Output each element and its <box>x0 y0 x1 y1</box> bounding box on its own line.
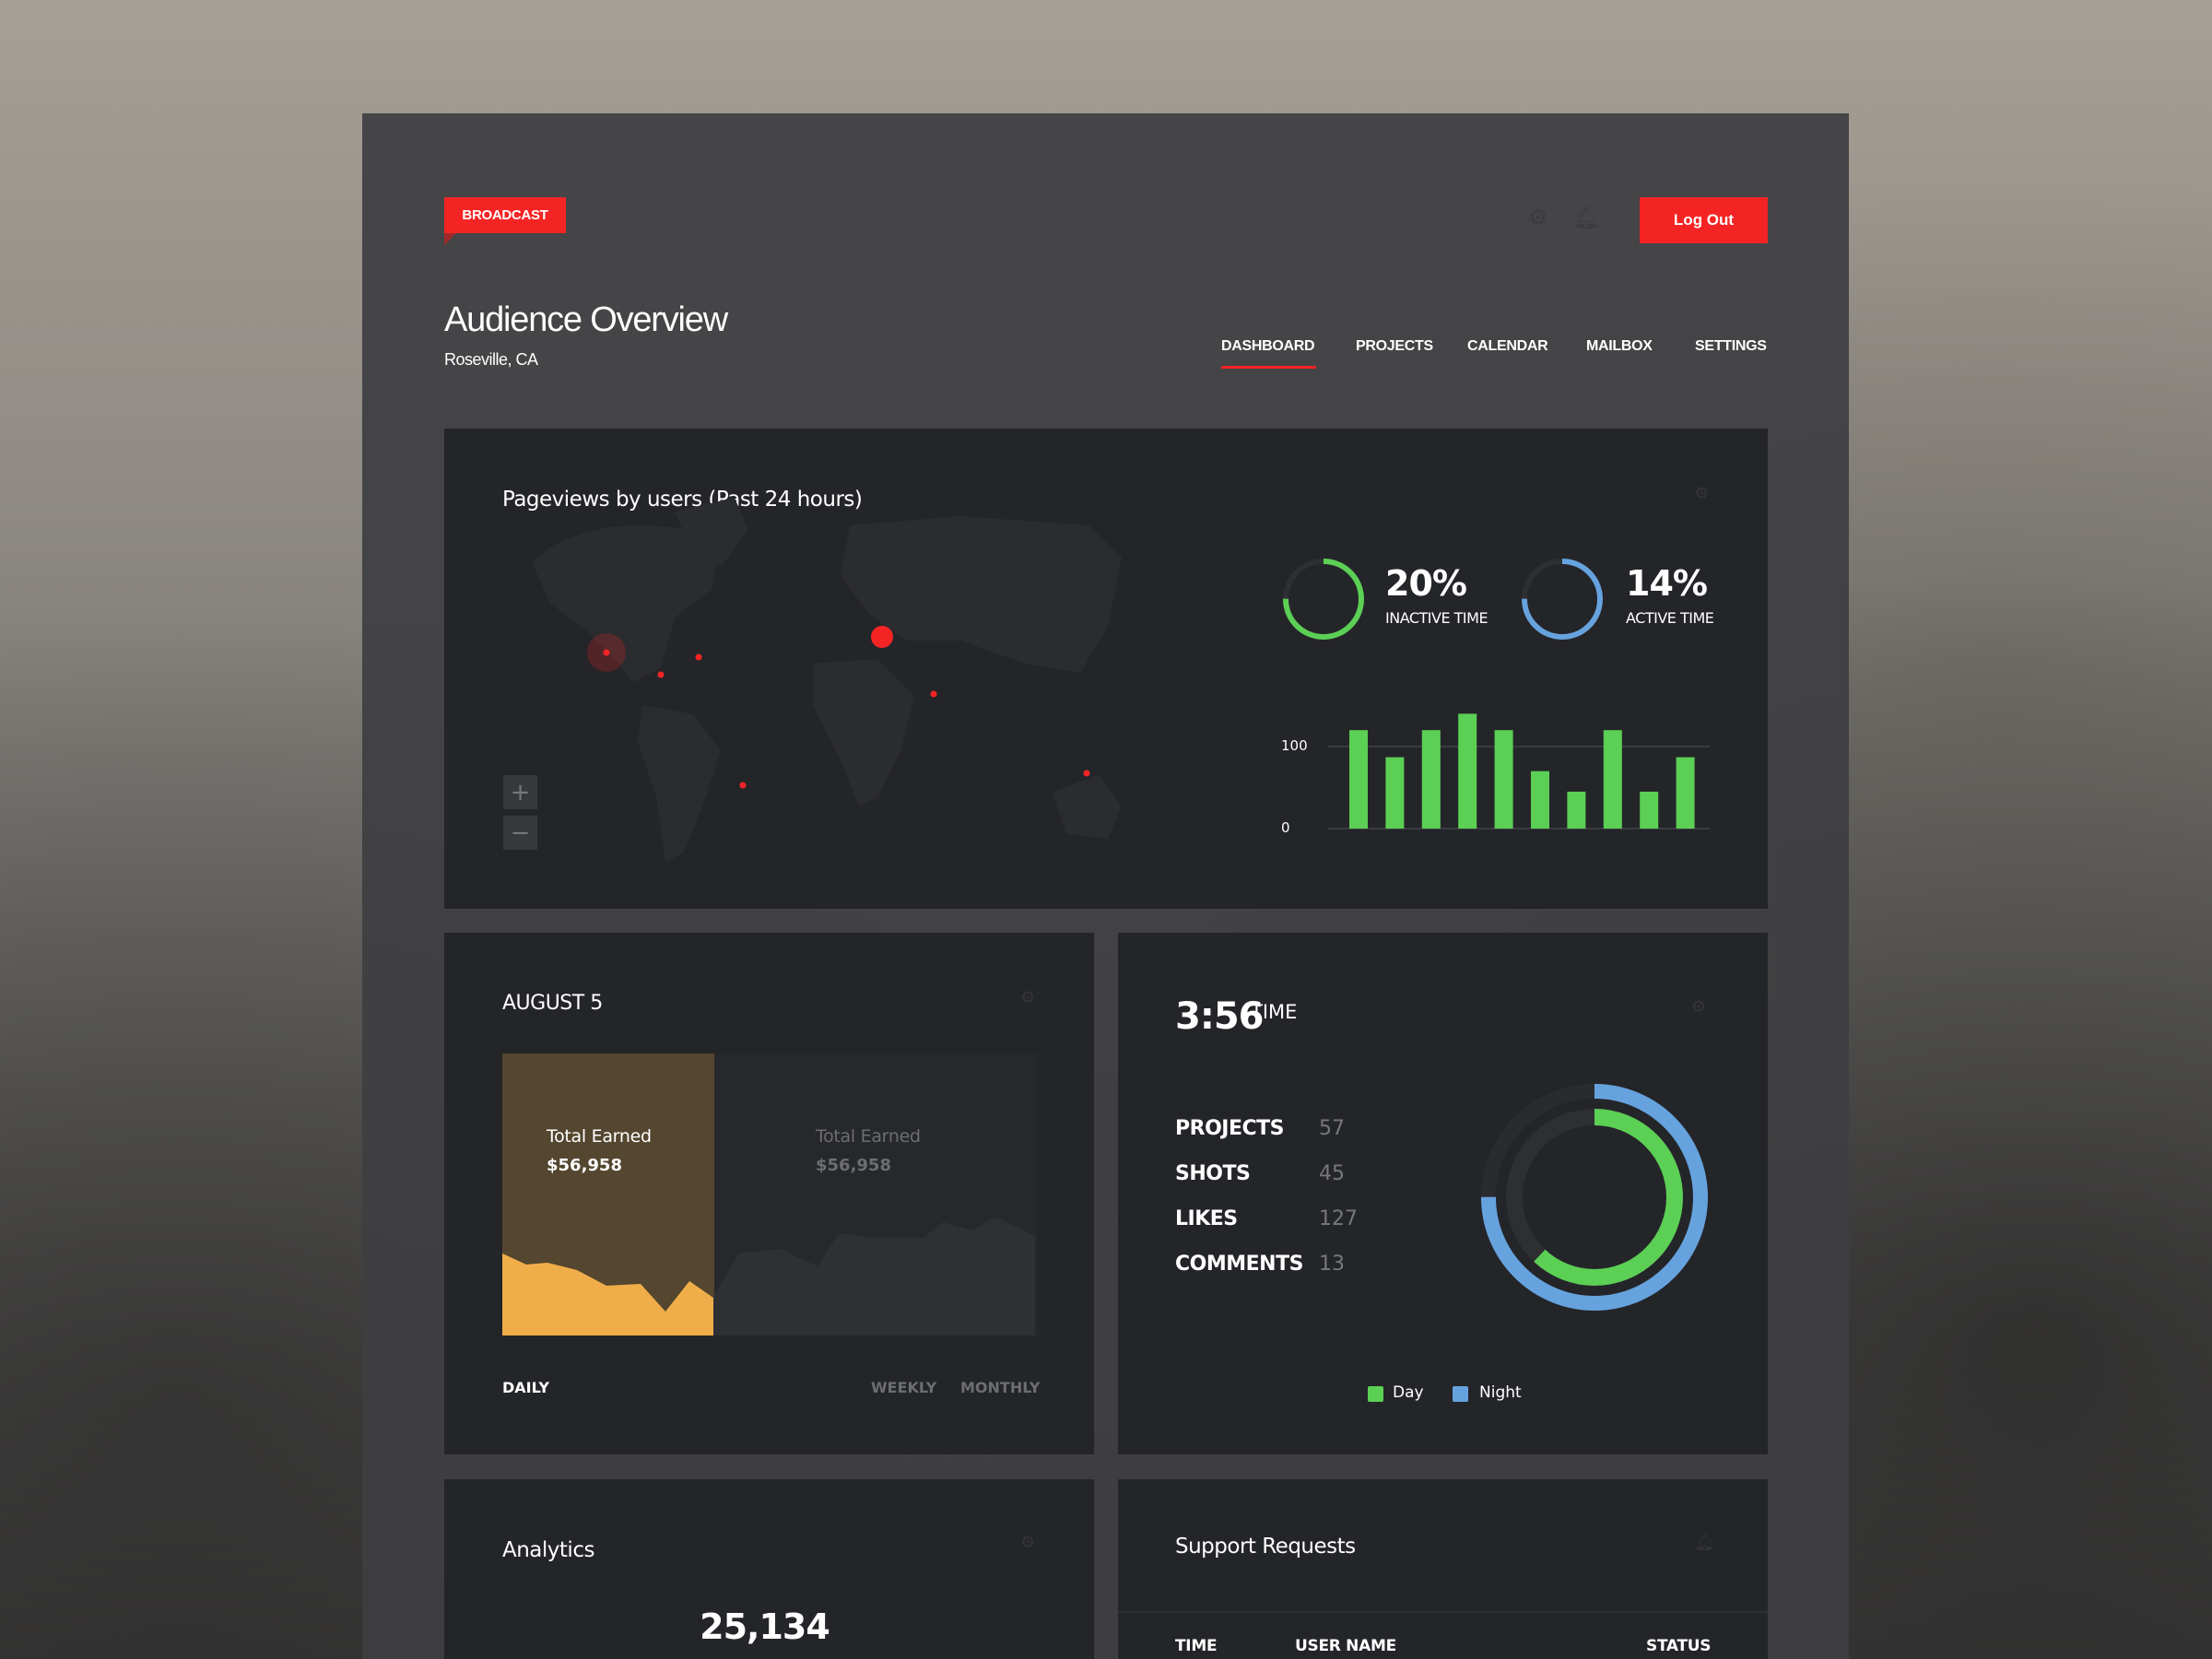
map-hotspot[interactable] <box>930 690 937 698</box>
nav-projects[interactable]: PROJECTS <box>1356 338 1433 354</box>
earnings-area-chart <box>502 1053 1037 1335</box>
bar-7 <box>1567 791 1586 829</box>
support-bell-icon[interactable]: 🔔︎ <box>1694 1533 1715 1552</box>
stat-value: 57 <box>1319 1117 1345 1140</box>
divider <box>1118 1611 1768 1613</box>
map-hotspot[interactable] <box>695 653 702 661</box>
logout-button[interactable]: Log Out <box>1640 197 1768 243</box>
bar-1 <box>1349 730 1368 829</box>
world-map[interactable] <box>444 429 1182 909</box>
stat-label: LIKES <box>1175 1207 1238 1230</box>
night-arc <box>1481 1084 1708 1311</box>
stat-label: COMMENTS <box>1175 1253 1303 1276</box>
card-gear-icon[interactable]: ⚙ <box>1020 1533 1036 1552</box>
legend-night-label: Night <box>1479 1383 1522 1402</box>
day-arc <box>1506 1109 1683 1286</box>
tab-weekly[interactable]: WEEKLY <box>871 1379 937 1396</box>
notification-bell-icon[interactable]: 🔔︎ <box>1572 205 1601 230</box>
earned-label: Total Earned <box>547 1126 652 1147</box>
brand-badge: BROADCAST <box>444 197 566 233</box>
time-value: 3:56 <box>1175 995 1264 1038</box>
earnings-area-inactive <box>713 1217 1035 1335</box>
card-gear-icon[interactable]: ⚙ <box>1694 484 1710 503</box>
column-header-user-name[interactable]: USER NAME <box>1295 1637 1396 1655</box>
tab-daily[interactable]: DAILY <box>502 1379 549 1396</box>
pageviews-title: Pageviews by users (Past 24 hours) <box>502 488 863 512</box>
earnings-card: AUGUST 5 ⚙ Total Earned $56,958 Total Ea… <box>444 933 1094 1454</box>
stat-value: 127 <box>1319 1207 1358 1230</box>
nav-mailbox[interactable]: MAILBOX <box>1586 338 1653 354</box>
stat-label: SHOTS <box>1175 1162 1251 1185</box>
pageviews-card: Pageviews by users (Past 24 hours) ⚙ + −… <box>444 429 1768 909</box>
tab-monthly[interactable]: MONTHLY <box>960 1379 1041 1396</box>
active-time-value: 14% <box>1626 563 1708 604</box>
stat-label: PROJECTS <box>1175 1117 1284 1140</box>
earned-value: $56,958 <box>816 1156 891 1175</box>
analytics-title: Analytics <box>502 1538 594 1562</box>
map-zoom-out-button[interactable]: − <box>503 816 537 850</box>
map-hotspot[interactable] <box>871 626 893 648</box>
map-zoom-in-button[interactable]: + <box>503 775 537 809</box>
bar-6 <box>1531 771 1549 829</box>
map-hotspot[interactable] <box>1083 770 1090 777</box>
legend-day-swatch <box>1368 1386 1383 1402</box>
nav-active-underline <box>1221 366 1316 369</box>
card-gear-icon[interactable]: ⚙ <box>1691 997 1707 1017</box>
earnings-area-active <box>502 1253 713 1335</box>
analytics-card: Analytics ⚙ 25,134 <box>444 1479 1094 1659</box>
bar-2 <box>1385 757 1405 829</box>
bar-3 <box>1421 730 1441 829</box>
settings-gear-icon[interactable]: ⚙ <box>1528 205 1548 230</box>
earnings-date: AUGUST 5 <box>502 992 603 1015</box>
legend-night-swatch <box>1453 1386 1468 1402</box>
inactive-time-label: INACTIVE TIME <box>1385 609 1488 627</box>
earned-label: Total Earned <box>816 1126 921 1147</box>
y-tick-label: 0 <box>1281 819 1290 836</box>
page-title: Audience Overview <box>444 300 728 339</box>
stat-value: 13 <box>1319 1253 1345 1276</box>
continents <box>532 498 1122 862</box>
map-hotspot[interactable] <box>739 782 747 789</box>
legend-day-label: Day <box>1393 1383 1424 1402</box>
time-card: 3:56 TIME ⚙ PROJECTS 57 SHOTS 45 LIKES 1… <box>1118 933 1768 1454</box>
time-label: TIME <box>1251 1001 1298 1023</box>
bar-10 <box>1676 757 1695 829</box>
card-gear-icon[interactable]: ⚙ <box>1020 988 1036 1007</box>
pageviews-bar-chart <box>1328 713 1710 830</box>
bar-4 <box>1458 713 1477 829</box>
inactive-time-ring <box>1283 559 1364 640</box>
map-hotspot[interactable] <box>657 671 665 678</box>
support-title: Support Requests <box>1175 1535 1356 1559</box>
bar-5 <box>1494 730 1513 829</box>
active-time-ring <box>1522 559 1603 640</box>
column-header-time[interactable]: TIME <box>1175 1637 1218 1655</box>
column-header-status[interactable]: STATUS <box>1646 1637 1712 1655</box>
stat-value: 45 <box>1319 1162 1345 1185</box>
earned-value: $56,958 <box>547 1156 622 1175</box>
map-hotspot[interactable] <box>603 649 610 656</box>
nav-settings[interactable]: SETTINGS <box>1695 338 1767 354</box>
brand-badge-tail <box>444 233 456 245</box>
day-night-donut <box>1481 1084 1708 1311</box>
page-location: Roseville, CA <box>444 350 538 369</box>
nav-calendar[interactable]: CALENDAR <box>1467 338 1548 354</box>
bar-9 <box>1640 791 1659 829</box>
bar-8 <box>1603 730 1622 829</box>
nav-dashboard[interactable]: DASHBOARD <box>1221 338 1315 354</box>
analytics-total: 25,134 <box>700 1606 830 1647</box>
y-tick-label: 100 <box>1281 737 1308 754</box>
support-card: Support Requests 🔔︎ TIME USER NAME STATU… <box>1118 1479 1768 1659</box>
active-time-label: ACTIVE TIME <box>1626 609 1714 627</box>
inactive-time-value: 20% <box>1385 563 1467 604</box>
